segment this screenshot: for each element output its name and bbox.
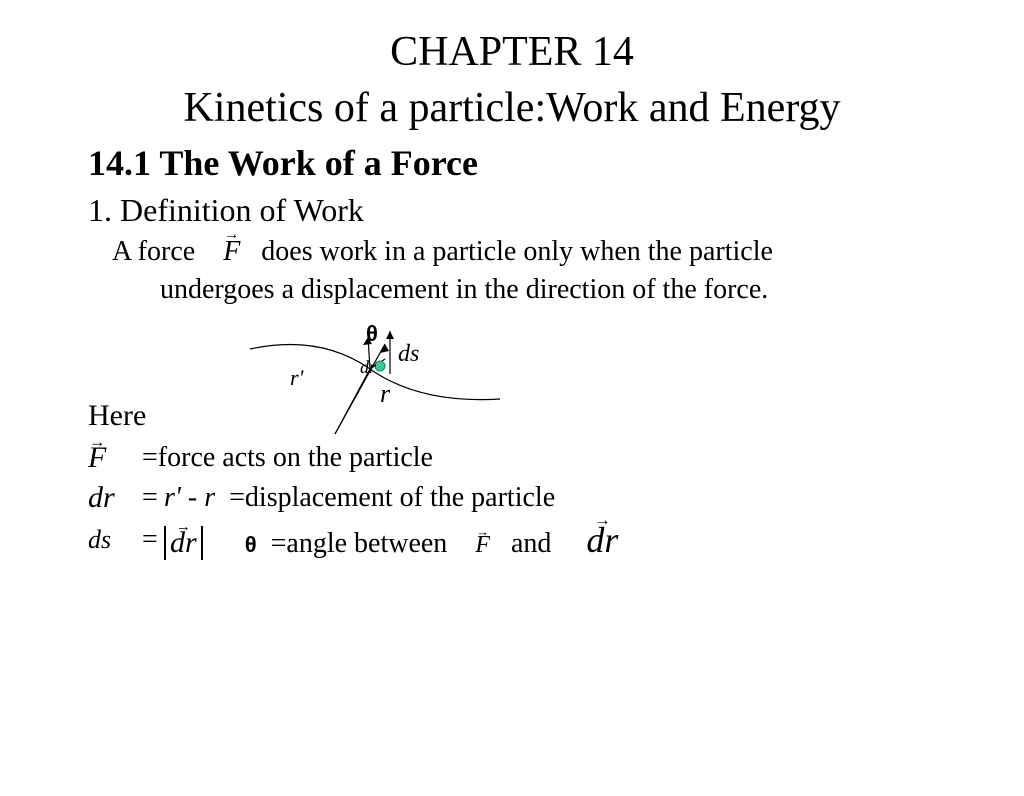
ds-eq: = [142,524,164,556]
def-F-text: =force acts on the particle [142,442,1024,474]
subsection-title: 1. Definition of Work [88,192,1024,229]
label-theta: θ [366,321,378,347]
section-title: 14.1 The Work of a Force [88,142,1024,184]
dr-vector-inline: →dr [586,519,618,561]
def-ds: ds = →dr θ =angle between →F and →dr [88,519,1024,561]
ds-symbol: ds [88,525,142,555]
work-diagram: ds dr r r' θ [240,319,520,439]
force-vector-symbol: →F [223,233,240,271]
here-label: Here [88,399,1024,433]
theta-symbol: θ [245,532,257,558]
label-rprime: r' [290,365,303,391]
arrowhead-ds [386,331,394,339]
dr-abs: →dr [164,526,203,560]
label-r: r [380,379,390,409]
arrowhead-rprime [380,344,389,353]
body-post1: does work in a particle only when the pa… [261,236,773,267]
body-pre: A force [112,236,195,267]
def-dr-text: r' - r =displacement of the particle [164,482,1024,514]
dr-eq: = [142,482,164,514]
chapter-subtitle: Kinetics of a particle:Work and Energy [0,84,1024,132]
label-ds: ds [398,341,419,368]
F-symbol-inline: →F [475,532,490,559]
definitions-list: →F =force acts on the particle dr = r' -… [88,439,1024,561]
particle-point [375,361,385,371]
definition-text: A force →F does work in a particle only … [112,233,1024,309]
def-F: →F =force acts on the particle [88,439,1024,477]
chapter-title: CHAPTER 14 [0,28,1024,76]
body-post2: undergoes a displacement in the directio… [160,271,1024,309]
dr-symbol: dr [88,481,142,515]
def-ds-text: →dr θ =angle between →F and →dr [164,519,1024,561]
def-dr: dr = r' - r =displacement of the particl… [88,479,1024,517]
F-symbol: →F [88,441,106,475]
label-dr: dr [360,357,376,378]
